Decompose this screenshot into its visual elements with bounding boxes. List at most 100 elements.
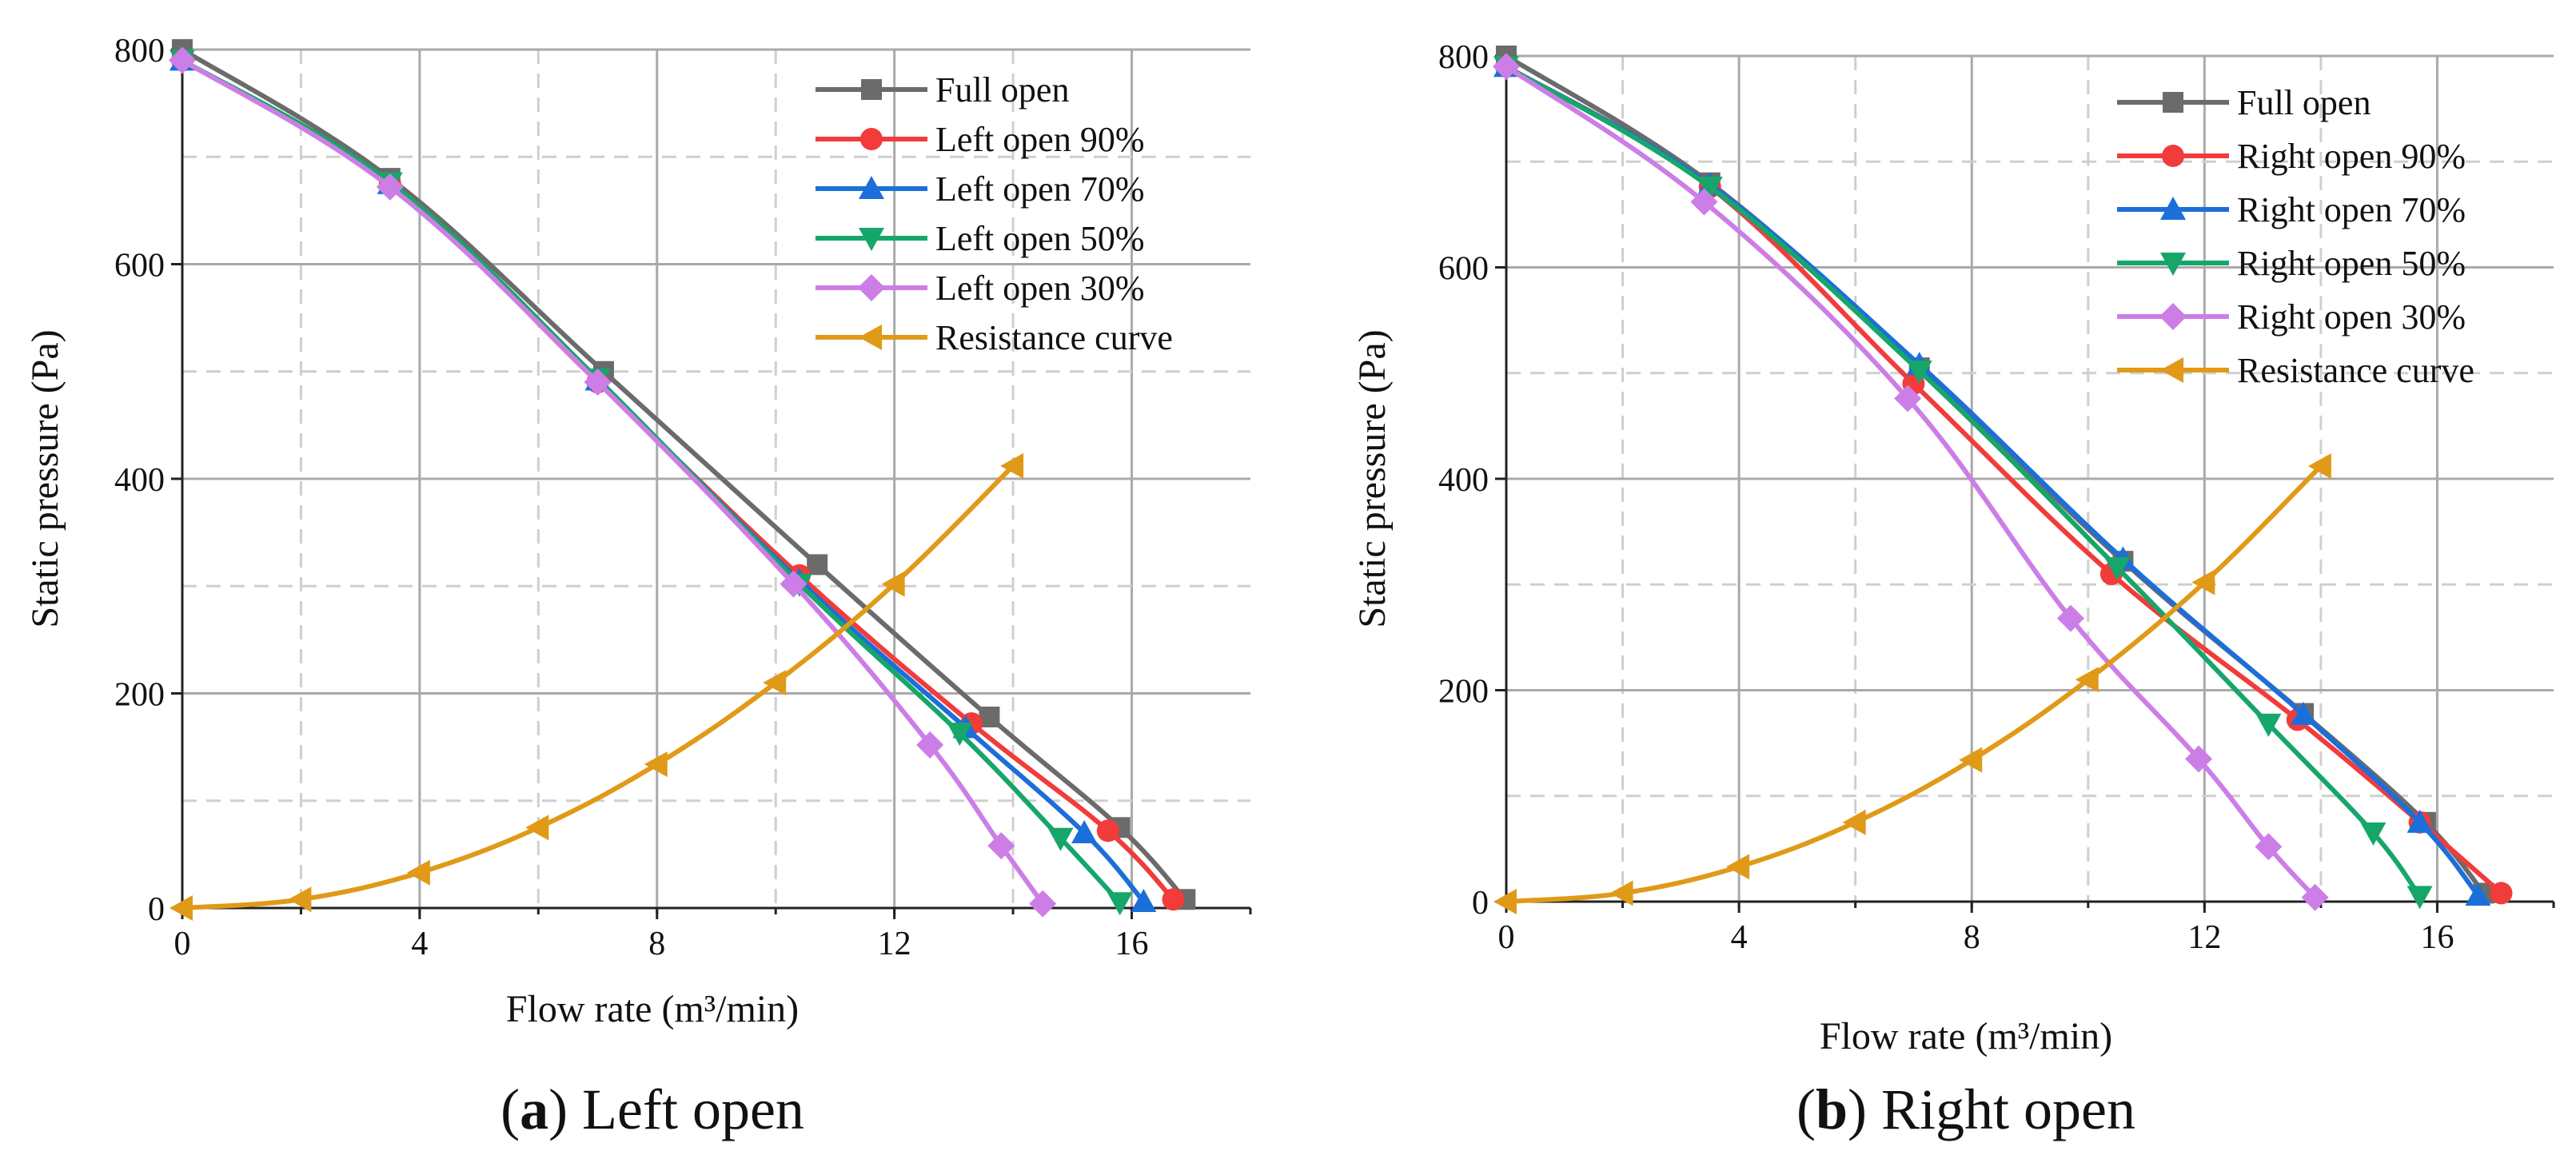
series-left-open-30 (169, 46, 1057, 918)
legend-item-right-open-30: Right open 30% (2117, 297, 2466, 337)
x-axis-title: Flow rate (m³/min) (1820, 1015, 2112, 1057)
data-point-left-open-30 (376, 173, 404, 201)
data-point-resistance-curve (1726, 854, 1750, 880)
y-tick-label: 0 (148, 891, 165, 928)
data-point-resistance-curve (2075, 667, 2099, 693)
caption-label: b (1816, 1077, 1848, 1141)
series-resistance-curve (1493, 453, 2331, 914)
x-tick-label: 0 (174, 926, 191, 962)
legend-label: Left open 70% (935, 169, 1144, 209)
legend-marker (2160, 197, 2186, 220)
data-point-resistance-curve (525, 814, 549, 841)
legend-item-left-open-70: Left open 70% (815, 169, 1144, 209)
data-point-resistance-curve (881, 571, 905, 597)
legend-marker (2163, 92, 2183, 113)
caption-text: Right open (1881, 1077, 2135, 1141)
data-point-right-open-30 (2056, 604, 2084, 632)
data-point-left-open-50 (947, 723, 973, 747)
legend-label: Full open (935, 70, 1069, 110)
legend-marker (859, 176, 884, 199)
x-tick-label: 16 (1115, 926, 1149, 962)
y-tick-label: 400 (1438, 462, 1489, 499)
legend-item-full-open: Full open (2117, 83, 2371, 122)
data-point-right-open-50 (2104, 557, 2131, 581)
y-tick-label: 200 (1438, 674, 1489, 711)
axes: 0 4 8 12 16 0 200 400 600 800 (114, 33, 1252, 962)
data-point-left-open-90 (1096, 819, 1119, 842)
data-point-left-open-30 (987, 832, 1015, 860)
data-point-resistance-curve (1959, 747, 1983, 773)
caption-close-paren: ) (548, 1077, 582, 1141)
series-group (1493, 46, 2513, 914)
data-point-right-open-70 (2465, 882, 2491, 906)
legend-label: Left open 30% (935, 269, 1144, 308)
x-tick-label: 8 (648, 926, 665, 962)
x-tick-label: 4 (1731, 919, 1748, 956)
y-tick-label: 800 (114, 33, 165, 70)
data-point-right-open-50 (2407, 886, 2433, 910)
data-point-resistance-curve (2307, 453, 2331, 480)
data-point-left-open-50 (1047, 827, 1074, 851)
caption-label: a (520, 1077, 548, 1141)
data-point-left-open-30 (916, 731, 944, 759)
legend-marker (859, 325, 882, 350)
legend-item-right-open-70: Right open 70% (2117, 190, 2466, 229)
legend-label: Left open 50% (935, 219, 1144, 258)
data-point-left-open-70 (1071, 820, 1098, 844)
data-point-resistance-curve (1842, 809, 1866, 835)
series-group (169, 39, 1196, 921)
data-point-left-open-50 (1107, 892, 1133, 916)
data-point-left-open-30 (169, 46, 196, 74)
legend-item-left-open-30: Left open 30% (815, 269, 1144, 308)
data-point-right-open-50 (1697, 176, 1723, 200)
caption-close-paren: ) (1848, 1077, 1881, 1141)
legend-item-full-open: Full open (815, 70, 1069, 110)
legend-marker (2162, 145, 2184, 167)
data-point-right-open-30 (1894, 384, 1922, 412)
data-point-resistance-curve (644, 751, 668, 778)
data-point-right-open-30 (2301, 883, 2329, 911)
legend-marker (858, 274, 885, 301)
x-tick-label: 12 (878, 926, 911, 962)
legend-item-resistance-curve: Resistance curve (2117, 351, 2474, 390)
legend-item-resistance-curve: Resistance curve (815, 318, 1173, 357)
data-point-resistance-curve (763, 670, 787, 696)
legend-marker (859, 228, 884, 251)
series-line-left-open-30 (180, 58, 1046, 906)
legend-item-right-open-90: Right open 90% (2117, 137, 2466, 176)
legend-label: Resistance curve (935, 318, 1173, 357)
legend-label: Right open 90% (2237, 137, 2466, 176)
data-point-right-open-30 (1493, 53, 1520, 81)
data-point-left-open-30 (780, 570, 807, 598)
data-point-resistance-curve (406, 859, 430, 886)
axes: 0 4 8 12 16 0 200 400 600 800 (1438, 39, 2555, 956)
data-point-full-open (807, 554, 828, 576)
legend-item-right-open-50: Right open 50% (2117, 244, 2466, 283)
legend-label: Full open (2237, 83, 2371, 122)
data-point-left-open-90 (1162, 888, 1185, 911)
data-point-right-open-70 (2407, 809, 2433, 833)
panel-caption: (a) Left open (500, 1077, 804, 1141)
data-point-right-open-90 (2490, 882, 2513, 905)
data-point-resistance-curve (2191, 569, 2215, 595)
data-point-right-open-50 (2360, 822, 2387, 846)
data-point-resistance-curve (1609, 880, 1633, 906)
chart-right-open: 0 4 8 12 16 0 200 400 600 800 Flow rate (m³/min) St… (1351, 39, 2555, 1141)
y-axis-title: Static pressure (Pa) (24, 329, 66, 627)
legend-label: Resistance curve (2237, 351, 2474, 390)
data-point-left-open-70 (1130, 888, 1157, 912)
y-tick-label: 400 (114, 462, 165, 499)
series-line-right-open-30 (1504, 64, 2318, 900)
legend: Full open Right open 90% Right open 70% Rig… (2117, 83, 2474, 390)
y-axis-title: Static pressure (Pa) (1351, 329, 1394, 627)
data-point-left-open-30 (1029, 890, 1057, 918)
legend-marker (2160, 253, 2186, 276)
legend-label: Right open 30% (2237, 297, 2466, 337)
legend-item-left-open-50: Left open 50% (815, 219, 1144, 258)
data-point-right-open-50 (2255, 713, 2282, 737)
x-axis-title: Flow rate (m³/min) (506, 988, 799, 1030)
chart-left-open: 0 4 8 12 16 0 200 400 600 800 Flow rate (m³/min) St… (24, 33, 1252, 1141)
legend-item-left-open-90: Left open 90% (815, 120, 1144, 159)
legend-label: Left open 90% (935, 120, 1144, 159)
data-point-resistance-curve (169, 895, 193, 921)
